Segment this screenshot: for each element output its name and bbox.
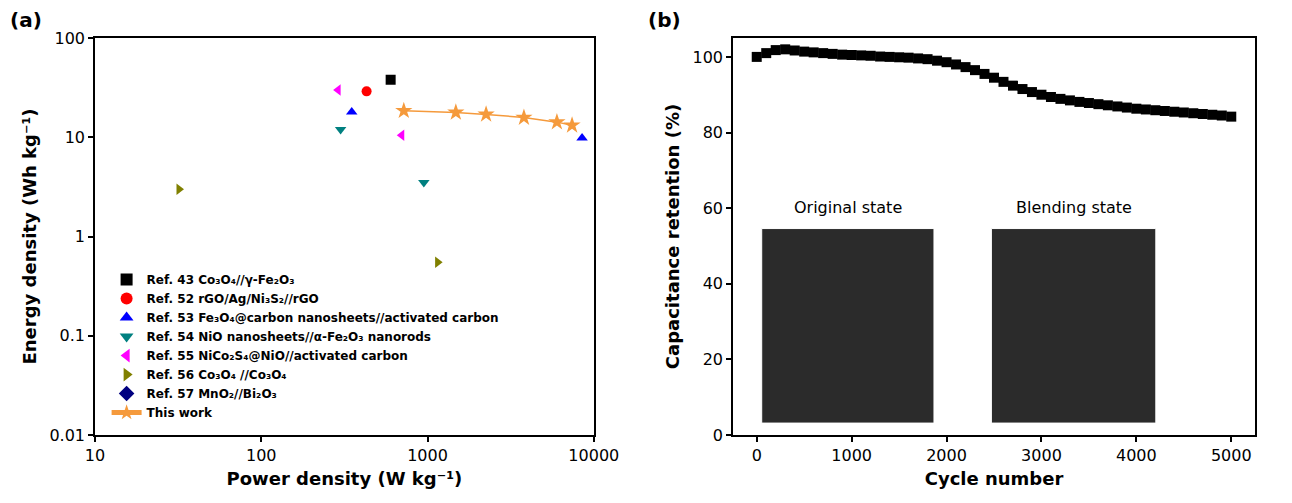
svg-text:Original state: Original state: [794, 198, 902, 217]
svg-text:10000: 10000: [568, 446, 619, 465]
svg-text:Ref. 52 rGO/Ag/Ni₃S₂//rGO: Ref. 52 rGO/Ag/Ni₃S₂//rGO: [147, 292, 319, 306]
svg-text:Ref. 43 Co₃O₄//γ-Fe₂O₃: Ref. 43 Co₃O₄//γ-Fe₂O₃: [147, 273, 295, 287]
svg-text:1: 1: [75, 227, 85, 246]
svg-text:0: 0: [713, 426, 723, 445]
svg-text:Ref. 54 NiO nanosheets//α-Fe₂O: Ref. 54 NiO nanosheets//α-Fe₂O₃ nanorods: [147, 330, 431, 344]
svg-text:0: 0: [752, 446, 762, 465]
svg-text:Power density (W kg⁻¹): Power density (W kg⁻¹): [227, 468, 463, 489]
svg-text:Ref. 56 Co₃O₄ //Co₃O₄: Ref. 56 Co₃O₄ //Co₃O₄: [147, 368, 287, 382]
svg-text:4000: 4000: [1116, 446, 1157, 465]
svg-text:Ref. 55 NiCo₂S₄@NiO//activated: Ref. 55 NiCo₂S₄@NiO//activated carbon: [147, 349, 408, 363]
svg-text:This work: This work: [147, 406, 213, 420]
svg-text:Blending state: Blending state: [1016, 198, 1132, 217]
svg-text:0.1: 0.1: [60, 326, 85, 345]
svg-text:0.01: 0.01: [49, 426, 85, 445]
svg-text:20: 20: [703, 350, 723, 369]
svg-text:Capacitance retention (%): Capacitance retention (%): [662, 104, 683, 369]
svg-text:100: 100: [693, 48, 724, 67]
svg-text:(a): (a): [10, 8, 42, 32]
svg-text:100: 100: [55, 29, 86, 48]
svg-text:1000: 1000: [407, 446, 448, 465]
svg-text:1000: 1000: [831, 446, 872, 465]
svg-text:3000: 3000: [1021, 446, 1062, 465]
svg-text:Energy density (Wh kg⁻¹): Energy density (Wh kg⁻¹): [19, 108, 40, 364]
svg-text:100: 100: [246, 446, 277, 465]
svg-text:40: 40: [703, 274, 723, 293]
svg-text:(b): (b): [648, 8, 681, 32]
svg-text:10: 10: [85, 446, 105, 465]
svg-text:Cycle number: Cycle number: [925, 468, 1064, 489]
svg-text:5000: 5000: [1211, 446, 1252, 465]
svg-text:60: 60: [703, 199, 723, 218]
svg-text:Ref. 57 MnO₂//Bi₂O₃: Ref. 57 MnO₂//Bi₂O₃: [147, 387, 277, 401]
svg-text:Ref. 53 Fe₃O₄@carbon nanosheet: Ref. 53 Fe₃O₄@carbon nanosheets//activat…: [147, 311, 499, 325]
svg-text:2000: 2000: [926, 446, 967, 465]
svg-text:10: 10: [65, 128, 85, 147]
svg-text:80: 80: [703, 123, 723, 142]
